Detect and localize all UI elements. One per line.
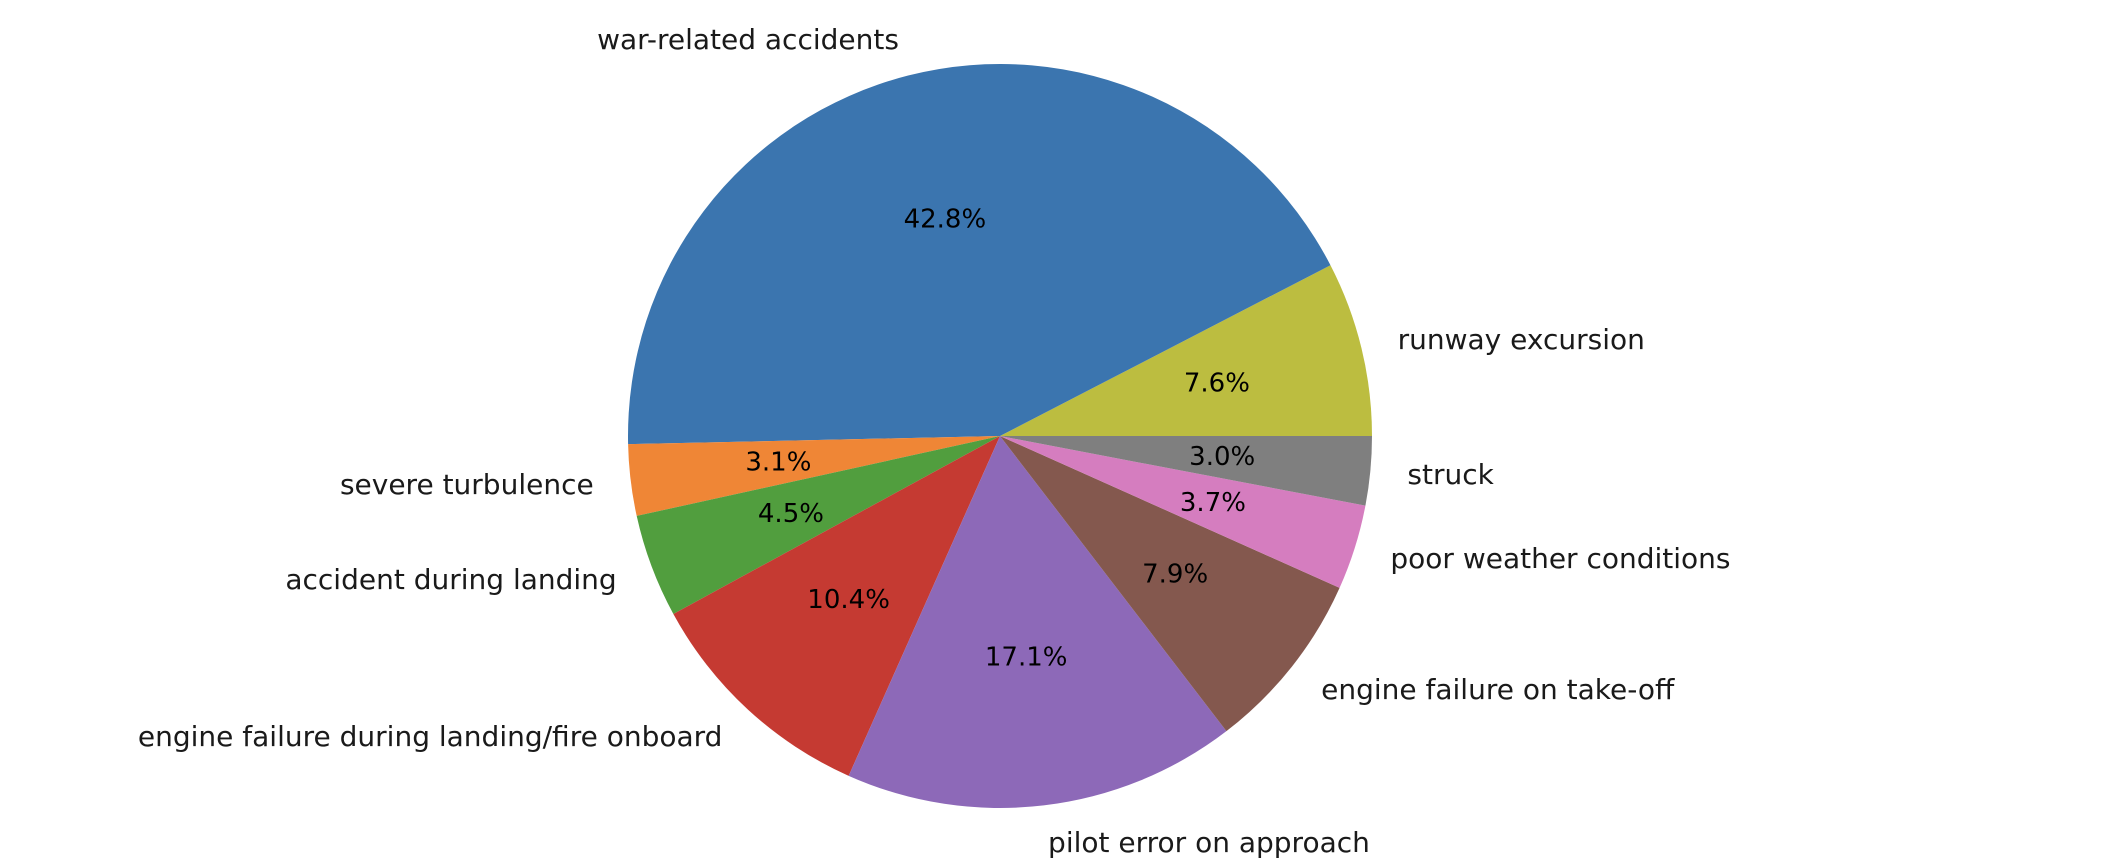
percent-label-war-related-accidents: 42.8% [904, 205, 987, 235]
category-label-engine-failure-on-take-off: engine failure on take-off [1321, 673, 1675, 706]
pie-slices [628, 64, 1372, 808]
percent-label-accident-during-landing: 4.5% [758, 499, 824, 529]
percent-label-poor-weather-conditions: 3.7% [1180, 488, 1246, 518]
percent-labels: 7.6% 42.8% 3.1% 4.5% 10.4% 17.1% 7.9% 3.7% 3.0% [745, 205, 1255, 673]
percent-label-severe-turbulence: 3.1% [745, 448, 811, 478]
percent-label-pilot-error-on-approach: 17.1% [985, 643, 1068, 673]
category-label-severe-turbulence: severe turbulence [340, 468, 594, 501]
pie-slice-accident-during-landing [636, 436, 1000, 615]
pie-slice-war-related-accidents [628, 64, 1331, 445]
pie-slice-poor-weather-conditions [1000, 436, 1366, 588]
pie-slice-severe-turbulence [628, 436, 1000, 516]
pie-slice-runway-excursion [1000, 265, 1372, 436]
category-label-war-related-accidents: war-related accidents [597, 23, 899, 56]
pie-slice-pilot-error-on-approach [848, 436, 1227, 808]
pie-slice-engine-failure-on-take-off [1000, 436, 1340, 732]
percent-label-struck: 3.0% [1189, 442, 1255, 472]
pie-slice-struck [1000, 436, 1372, 506]
category-labels: runway excursion war-related accidents sev… [138, 23, 1731, 859]
category-label-engine-failure-during-landing-fire-onboard: engine failure during landing/fire onboa… [138, 720, 723, 753]
category-label-poor-weather-conditions: poor weather conditions [1390, 542, 1730, 575]
category-label-accident-during-landing: accident during landing [285, 563, 616, 596]
category-label-runway-excursion: runway excursion [1398, 323, 1645, 356]
pie-slice-engine-failure-during-landing-fire-onboard [673, 436, 1000, 776]
percent-label-engine-failure-during-landing-fire-onboard: 10.4% [807, 585, 890, 615]
category-label-pilot-error-on-approach: pilot error on approach [1048, 826, 1370, 859]
category-label-struck: struck [1407, 458, 1494, 491]
percent-label-runway-excursion: 7.6% [1184, 368, 1250, 398]
percent-label-engine-failure-on-take-off: 7.9% [1142, 559, 1208, 589]
